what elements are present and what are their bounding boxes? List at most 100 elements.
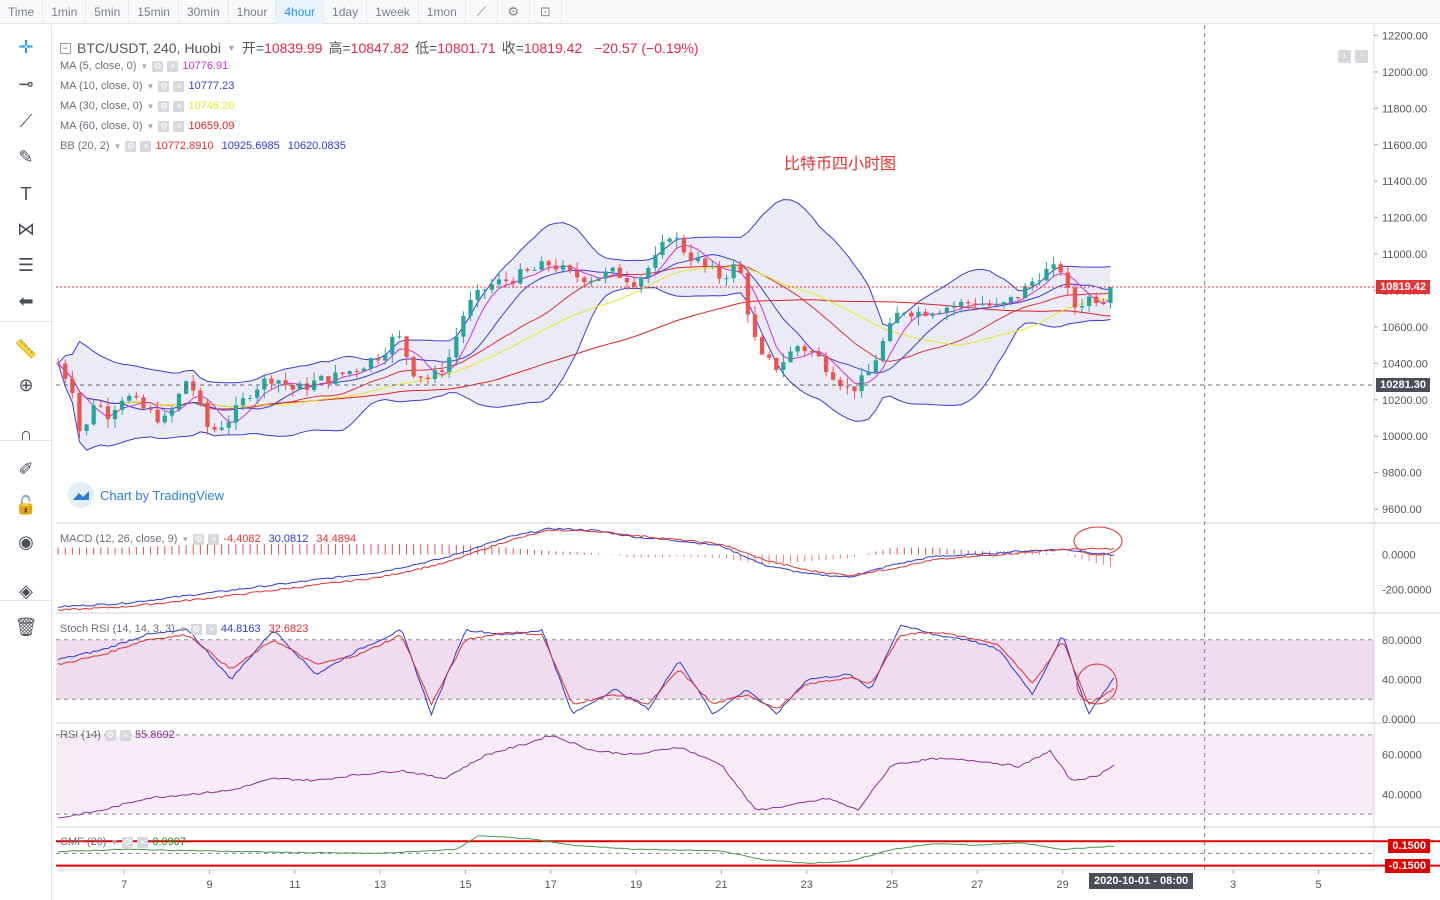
chevron-down-icon[interactable]: ▼ [146,101,155,111]
gear-icon[interactable]: ⚙ [152,60,164,72]
candle-body [1079,305,1085,308]
gear-icon[interactable]: ⚙ [158,100,170,112]
fib-icon[interactable]: ☰ [17,254,35,275]
gear-icon[interactable]: ⚙ [104,729,116,741]
screenshot-icon[interactable]: ⊡ [530,0,562,24]
tradingview-brand[interactable]: Chart by TradingView [68,482,224,508]
candle-body [930,313,935,316]
price-tick-label: 10400.00 [1382,358,1428,370]
stoch-label[interactable]: Stoch RSI (14, 14, 3, 3) [60,623,175,635]
time-tick-label: 19 [630,879,642,891]
ma-label[interactable]: MA (30, close, 0) [60,100,143,112]
magnet-icon[interactable]: ∩ [19,423,33,444]
timeframe-1min[interactable]: 1min [43,0,87,24]
chevron-down-icon[interactable]: ▼ [181,534,190,544]
candle-body [902,312,907,314]
close-icon[interactable]: × [173,120,185,132]
symbol-legend: − BTC/USDT, 240, Huobi ▼ 开=10839.99 高=10… [60,38,699,58]
candle-body [752,314,758,338]
brush-icon[interactable]: ✎ [18,146,34,167]
bollinger-upper-line [57,199,1111,384]
close-icon[interactable]: × [208,533,220,545]
crosshair-icon[interactable]: ✛ [18,36,34,57]
timeframe-30min[interactable]: 30min [179,0,229,24]
candle-body [589,280,594,283]
candle-body [553,265,558,270]
scroll-up-icon[interactable]: ↑ [1355,50,1368,63]
stoch-legend: Stoch RSI (14, 14, 3, 3) ▼ ⚙ × 44.8163 3… [60,623,308,635]
bb-upper: 10925.6985 [221,140,280,152]
ma-label[interactable]: MA (60, close, 0) [60,120,143,132]
bb-lower: 10620.0835 [287,140,346,152]
candle-body [1044,268,1049,281]
candle-body [617,267,622,278]
macd-line [58,527,1115,608]
price-tick-label: 12200.00 [1382,30,1428,42]
candle-body [390,336,395,355]
gear-icon[interactable]: ⚙ [190,623,202,635]
rsi-label[interactable]: RSI (14) [60,729,101,741]
close-icon[interactable]: × [173,80,185,92]
macd-label[interactable]: MACD (12, 26, close, 9) [60,533,178,545]
chevron-down-icon[interactable]: ▼ [140,61,149,71]
close-icon[interactable]: × [173,100,185,112]
lock-pencil-icon[interactable]: ✐ [18,458,34,479]
chevron-down-icon[interactable]: ▼ [113,141,122,151]
settings-icon[interactable]: ⚙ [498,0,530,24]
macd-legend: MACD (12, 26, close, 9) ▼ ⚙ × -4.4082 30… [60,533,356,545]
close-icon[interactable]: × [137,836,149,848]
candle-body [973,303,978,305]
gear-icon[interactable]: ⚙ [158,120,170,132]
close-icon[interactable]: × [119,729,131,741]
ma-label[interactable]: MA (10, close, 0) [60,80,143,92]
chevron-down-icon[interactable]: ▼ [146,81,155,91]
candle-body [361,368,367,372]
timeframe-1mon[interactable]: 1mon [419,0,466,24]
timeframe-1day[interactable]: 1day [324,0,368,24]
candle-body [326,376,331,384]
eye-icon[interactable]: ◉ [18,531,34,552]
timeframe-1week[interactable]: 1week [367,0,419,24]
gear-icon[interactable]: ⚙ [125,140,137,152]
scroll-down-icon[interactable]: ↓ [1338,50,1351,63]
macd-value-3: 34.4894 [316,533,357,545]
symbol-label[interactable]: BTC/USDT, 240, Huobi [77,40,221,56]
gear-icon[interactable]: ⚙ [193,533,205,545]
text-icon[interactable]: T [20,183,32,204]
back-arrow-icon[interactable]: ⬅ [18,290,34,311]
time-tick-label: 21 [715,879,727,891]
close-icon[interactable]: × [140,140,152,152]
gear-icon[interactable]: ⚙ [158,80,170,92]
horizontal-line-icon[interactable]: ⊸ [18,73,34,94]
unlock-icon[interactable]: 🔓 [14,494,38,515]
chevron-down-icon[interactable]: ▼ [110,837,119,847]
trash-icon[interactable]: 🗑 [14,616,38,637]
time-tick-label: 11 [289,879,300,891]
trend-lines-icon[interactable]: ⟋ [19,110,33,131]
pattern-icon[interactable]: ⋈ [17,218,35,239]
candle-body [411,356,416,377]
ma-value: 10746.20 [188,100,235,112]
zoom-icon[interactable]: ⊕ [18,374,34,395]
collapse-icon[interactable]: − [60,42,71,54]
timeframe-5min[interactable]: 5min [86,0,130,24]
candle-body [454,336,459,358]
chevron-down-icon[interactable]: ▼ [226,43,236,53]
timeframe-1hour[interactable]: 1hour [229,0,277,24]
chevron-down-icon[interactable]: ▼ [146,121,155,131]
chevron-down-icon[interactable]: ▼ [178,624,187,634]
ma-label[interactable]: MA (5, close, 0) [60,60,137,72]
gear-icon[interactable]: ⚙ [122,836,134,848]
rsi-band-fill [56,734,1374,815]
bb-label[interactable]: BB (20, 2) [60,140,110,152]
chart-type-icon[interactable]: ⟋ [466,0,498,24]
timeframe-15min[interactable]: 15min [129,0,179,24]
timeframe-4hour[interactable]: 4hour [276,0,325,24]
ruler-icon[interactable]: 📏 [14,338,38,359]
bollinger-lower-line [57,287,1111,451]
close-icon[interactable]: × [205,623,217,635]
close-icon[interactable]: × [167,60,179,72]
layers-icon[interactable]: ◈ [19,580,33,601]
cmf-label[interactable]: CMF (20) [60,836,107,848]
